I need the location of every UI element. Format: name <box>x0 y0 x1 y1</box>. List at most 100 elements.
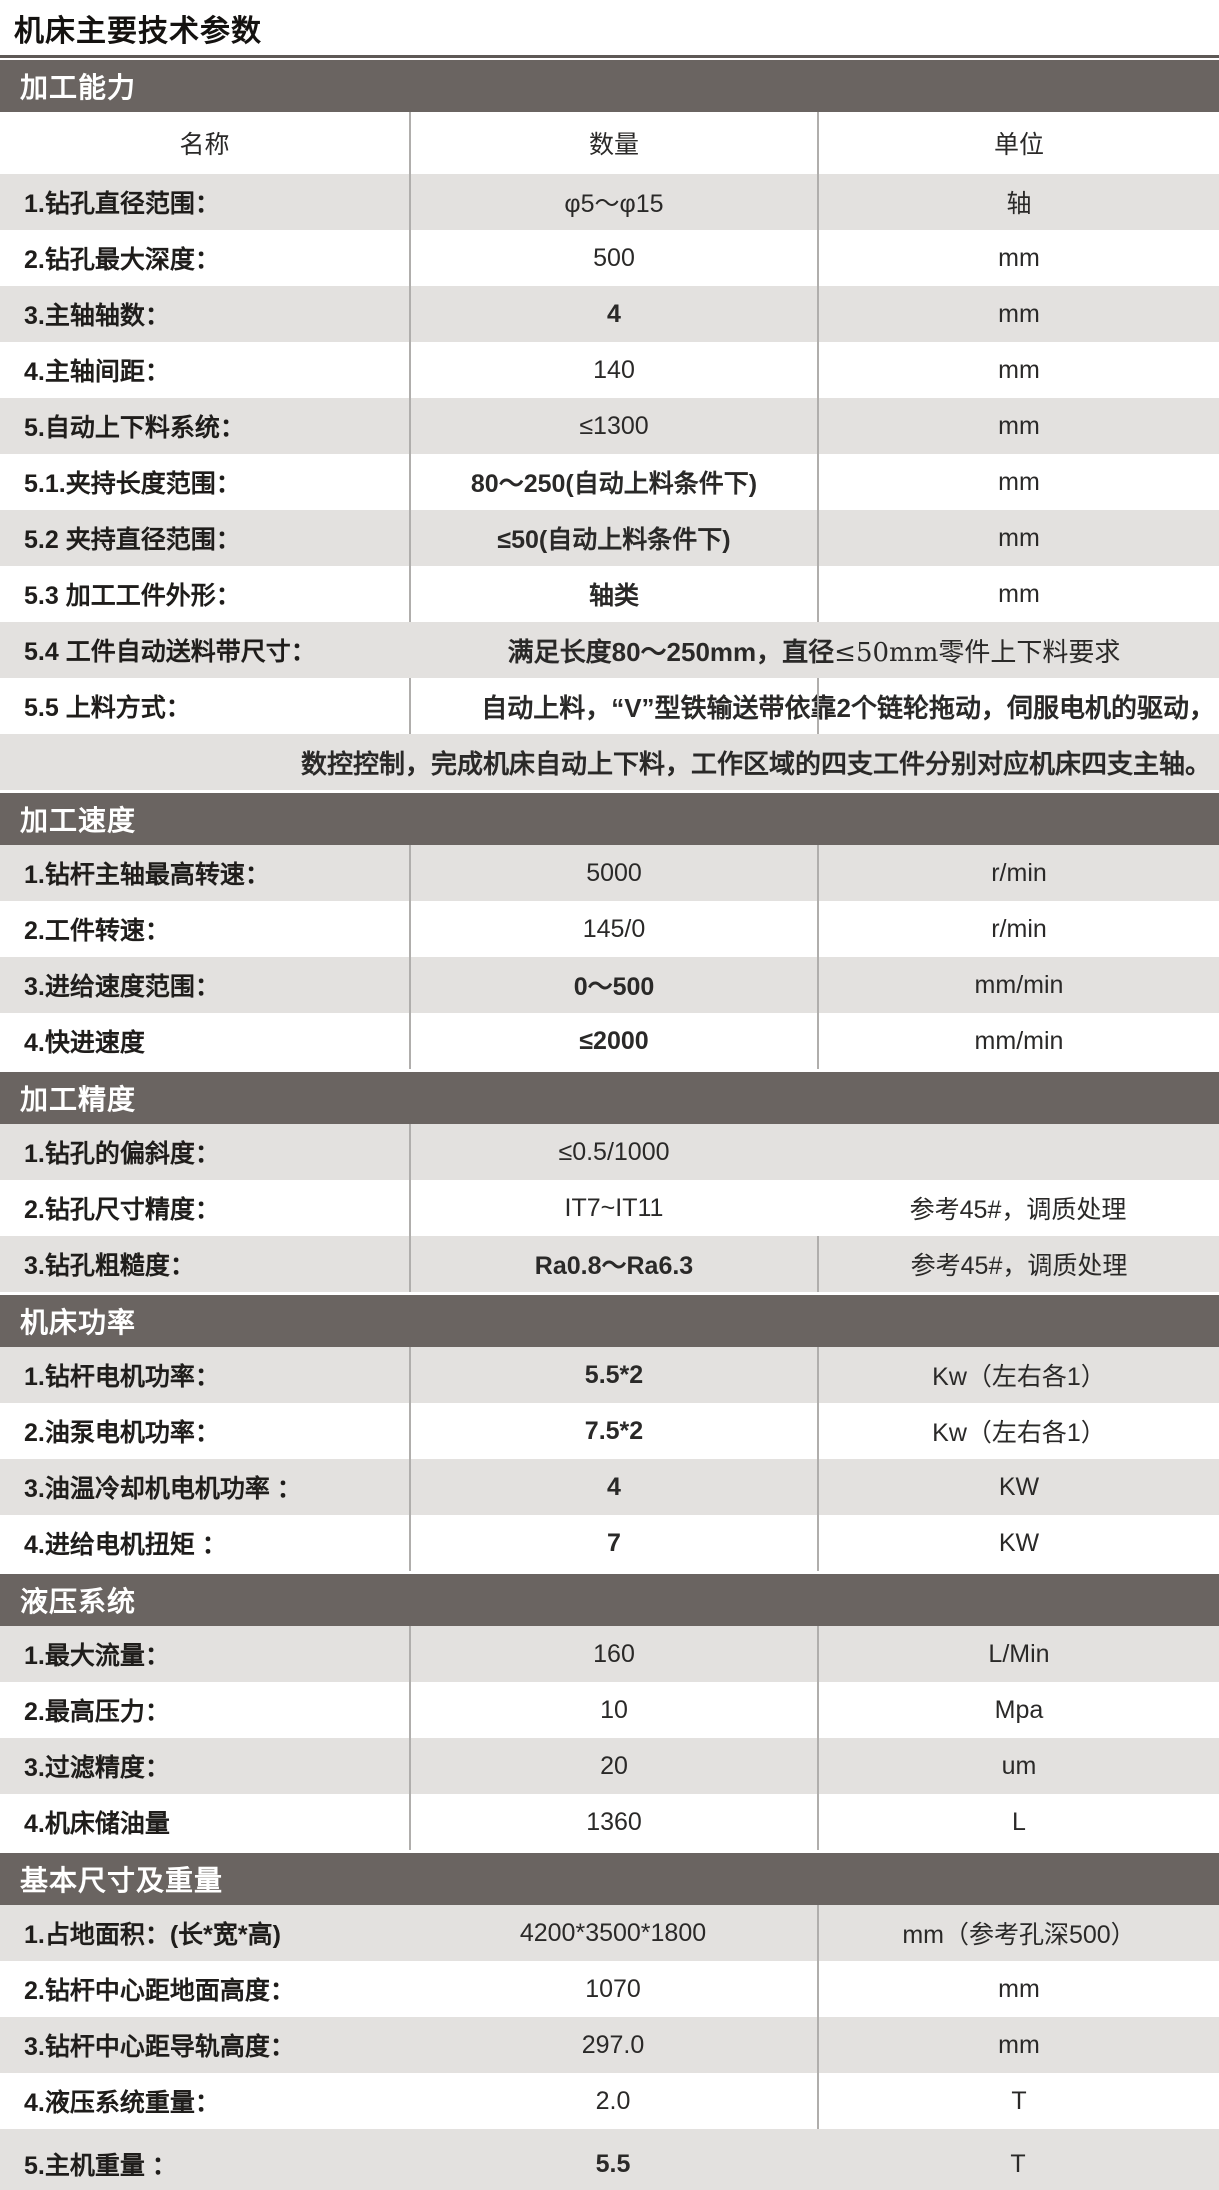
param-unit: mm <box>817 286 1219 342</box>
param-value: 2.0 <box>595 2086 631 2115</box>
merged-value-head: 满足长度80～250mm，直径 <box>507 636 835 667</box>
param-unit: mm <box>817 1961 1219 2017</box>
param-label: 1.钻孔的偏斜度： <box>24 1140 220 1168</box>
param-label: 5.1.夹持长度范围： <box>24 470 241 498</box>
param-label: 5.2 夹持直径范围： <box>24 526 241 554</box>
param-label: 3.过滤精度： <box>24 1754 170 1782</box>
table-row: 1.最大流量： 160 L/Min <box>0 1626 1219 1682</box>
param-label: 1.钻孔直径范围： <box>24 190 220 218</box>
table-row: 2.钻孔最大深度： 500 mm <box>0 230 1219 286</box>
param-value: 5000 <box>409 845 817 901</box>
table-row: 4.进给电机扭矩 ： 7 KW <box>0 1515 1219 1571</box>
section-processing-precision: 加工精度 1.钻孔的偏斜度： ≤0.5/1000 2.钻孔尺寸精度： IT7~I… <box>0 1072 1219 1292</box>
param-value: 1070 <box>585 1974 641 2003</box>
param-value: 140 <box>409 342 817 398</box>
param-value: 4 <box>409 1459 817 1515</box>
table-row: 5.1.夹持长度范围： 80～250(自动上料条件下) mm <box>0 454 1219 510</box>
param-unit: 参考45#，调质处理 <box>909 1196 1127 1224</box>
param-value: 5.5*2 <box>409 1347 817 1403</box>
table-row: 1.钻杆主轴最高转速： 5000 r/min <box>0 845 1219 901</box>
param-unit: r/min <box>817 845 1219 901</box>
param-label: 4.液压系统重量： <box>24 2089 220 2117</box>
param-unit <box>817 1124 1219 1180</box>
param-unit: mm <box>817 566 1219 622</box>
param-value: 轴类 <box>409 566 817 622</box>
section-header-bar: 机床功率 <box>0 1295 1219 1347</box>
param-label: 5.4 工件自动送料带尺寸： <box>24 638 316 666</box>
section-header-bar: 加工精度 <box>0 1072 1219 1124</box>
param-label: 1.最大流量： <box>24 1642 170 1670</box>
param-unit: 轴 <box>817 174 1219 230</box>
param-label: 2.工件转速： <box>24 917 170 945</box>
param-unit: Mpa <box>817 1682 1219 1738</box>
param-label: 2.钻孔尺寸精度： <box>24 1196 220 1224</box>
column-header-qty: 数量 <box>409 112 817 174</box>
param-value: ≤0.5/1000 <box>409 1124 817 1180</box>
table-row: 5.主机重量 ： 5.5 T <box>0 2129 1219 2190</box>
param-label: 2.钻孔最大深度： <box>24 246 220 274</box>
param-label: 5.主机重量 ： <box>24 2152 177 2180</box>
param-value: IT7~IT11 <box>409 1180 817 1236</box>
section-dimensions-weight: 基本尺寸及重量 1.占地面积：(长*宽*高) 4200*3500*1800 mm… <box>0 1853 1219 2190</box>
param-label: 3.钻杆中心距导轨高度： <box>24 2033 295 2061</box>
table-row: 5.3 加工工件外形： 轴类 mm <box>0 566 1219 622</box>
table-row: 2.油泵电机功率： 7.5*2 Kw（左右各1） <box>0 1403 1219 1459</box>
table-row: 4.主轴间距： 140 mm <box>0 342 1219 398</box>
section-header-bar: 加工速度 <box>0 793 1219 845</box>
table-row: 4.机床储油量 1360 L <box>0 1794 1219 1850</box>
param-label: 4.快进速度 <box>24 1029 145 1057</box>
param-unit: Kw（左右各1） <box>817 1403 1219 1459</box>
param-unit: mm <box>817 342 1219 398</box>
param-value: 5.5 <box>595 2149 631 2178</box>
param-value: ≤50(自动上料条件下) <box>409 510 817 566</box>
param-value: 145/0 <box>409 901 817 957</box>
table-row: 3.过滤精度： 20 um <box>0 1738 1219 1794</box>
param-label: 4.主轴间距： <box>24 358 170 386</box>
param-value: 7.5*2 <box>409 1403 817 1459</box>
param-value: 160 <box>409 1626 817 1682</box>
table-row: 2.最高压力： 10 Mpa <box>0 1682 1219 1738</box>
param-label: 1.钻杆电机功率： <box>24 1363 220 1391</box>
param-label: 5.自动上下料系统： <box>24 414 245 442</box>
param-label: 3.主轴轴数： <box>24 302 170 330</box>
param-label: 5.5 上料方式： <box>24 694 191 722</box>
param-value: 1360 <box>409 1794 817 1850</box>
param-value: 7 <box>409 1515 817 1571</box>
table-row: 3.进给速度范围： 0～500 mm/min <box>0 957 1219 1013</box>
table-row: 5.2 夹持直径范围： ≤50(自动上料条件下) mm <box>0 510 1219 566</box>
param-unit: um <box>817 1738 1219 1794</box>
param-unit: mm <box>817 398 1219 454</box>
section-hydraulic-system: 液压系统 1.最大流量： 160 L/Min 2.最高压力： 10 Mpa 3.… <box>0 1574 1219 1850</box>
param-value: 10 <box>409 1682 817 1738</box>
param-unit: Kw（左右各1） <box>817 1347 1219 1403</box>
section-processing-capacity: 加工能力 名称 数量 单位 1.钻孔直径范围： φ5～φ15 轴 2.钻孔最大深… <box>0 60 1219 790</box>
param-unit: KW <box>817 1515 1219 1571</box>
merged-value: 自动上料，“V”型铁输送带依靠2个链轮拖动，伺服电机的驱动， <box>409 678 1219 734</box>
table-row: 2.钻杆中心距地面高度： 1070 mm <box>0 1961 1219 2017</box>
param-value: 80～250(自动上料条件下) <box>409 454 817 510</box>
table-row: 4.液压系统重量： 2.0 T <box>0 2073 1219 2129</box>
param-unit: mm <box>817 230 1219 286</box>
param-unit: mm/min <box>817 957 1219 1013</box>
section-header-bar: 液压系统 <box>0 1574 1219 1626</box>
table-row: 1.占地面积：(长*宽*高) 4200*3500*1800 mm（参考孔深500… <box>0 1905 1219 1961</box>
param-label: 3.进给速度范围： <box>24 973 220 1001</box>
merged-value: 满足长度80～250mm，直径 ≤50mm零件上下料要求 <box>409 622 1219 678</box>
page-title: 机床主要技术参数 <box>14 14 262 48</box>
param-unit: T <box>817 2073 1219 2129</box>
param-unit: mm <box>817 510 1219 566</box>
param-unit: 参考45#，调质处理 <box>817 1236 1219 1292</box>
section-processing-speed: 加工速度 1.钻杆主轴最高转速： 5000 r/min 2.工件转速： 145/… <box>0 793 1219 1069</box>
param-unit: r/min <box>817 901 1219 957</box>
param-label: 1.占地面积：(长*宽*高) <box>24 1921 281 1949</box>
param-label: 4.进给电机扭矩 ： <box>24 1531 227 1559</box>
table-row: 1.钻杆电机功率： 5.5*2 Kw（左右各1） <box>0 1347 1219 1403</box>
param-unit: mm（参考孔深500） <box>817 1905 1219 1961</box>
table-row: 2.钻孔尺寸精度： IT7~IT11 参考45#，调质处理 <box>0 1180 1219 1236</box>
param-value: 4200*3500*1800 <box>519 1918 707 1947</box>
continuation-text: 数控控制，完成机床自动上下料，工作区域的四支工件分别对应机床四支主轴。 <box>300 748 1211 779</box>
param-unit: mm <box>817 454 1219 510</box>
column-header-name: 名称 <box>179 131 230 159</box>
param-value: Ra0.8～Ra6.3 <box>409 1236 817 1292</box>
param-value: 297.0 <box>581 2030 645 2059</box>
